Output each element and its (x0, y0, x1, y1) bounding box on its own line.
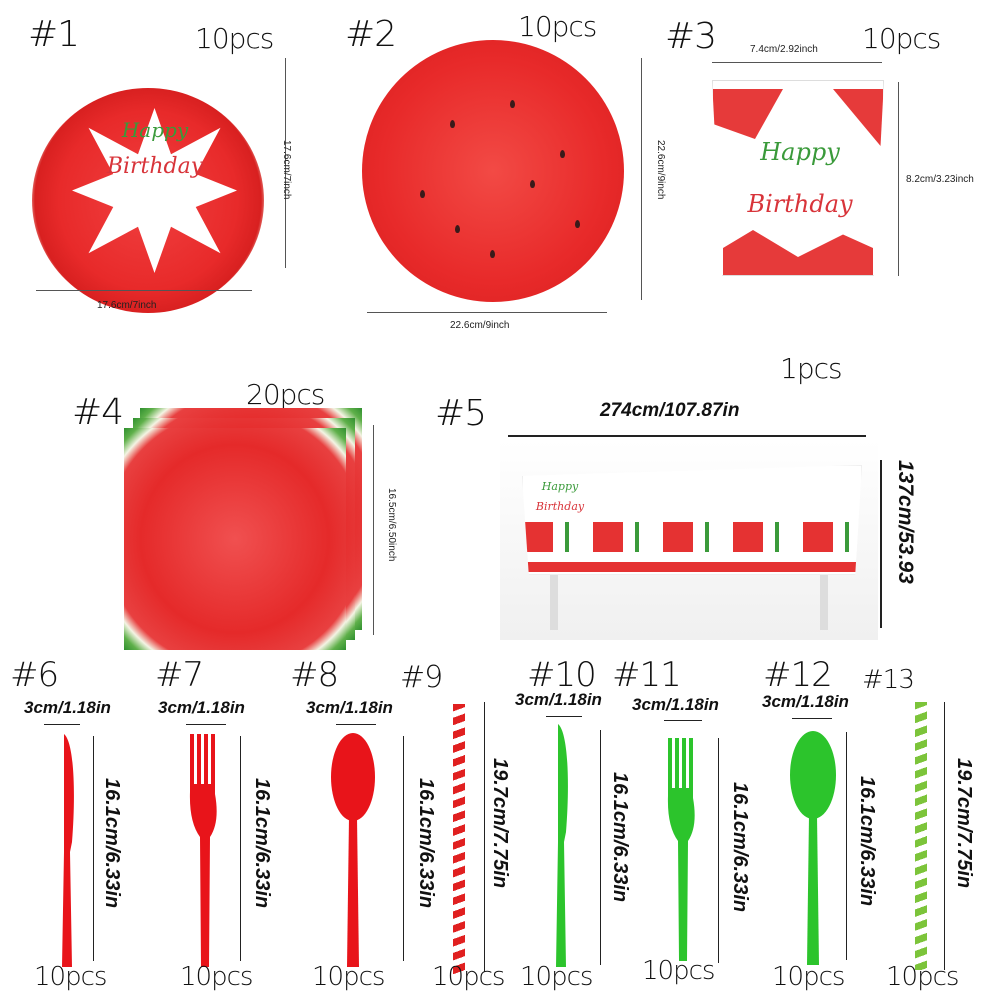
item-number: #12 (763, 655, 833, 695)
plate-print-birthday: Birthday (106, 154, 204, 179)
item-number: #3 (665, 16, 717, 57)
item-number: #7 (155, 655, 204, 695)
quantity-label: 20pcs (246, 378, 325, 411)
quantity-label: 10pcs (180, 962, 253, 992)
plate-star-print (72, 108, 237, 273)
quantity-label: 10pcs (34, 962, 107, 992)
quantity-label: 10pcs (195, 22, 274, 55)
dimension-label: 22.6cm/9inch (450, 320, 510, 331)
item-number: #9 (400, 660, 443, 695)
quantity-label: 1pcs (780, 352, 843, 385)
quantity-label: 10pcs (312, 962, 385, 992)
paper-cup (712, 80, 884, 276)
quantity-label: 10pcs (642, 956, 715, 986)
dimension-label: 274cm/107.87in (600, 400, 740, 421)
dimension-label: 16.5cm/6.50inch (386, 488, 397, 562)
tablecloth-print-birthday: Birthday (535, 500, 585, 513)
quantity-label: 10pcs (518, 10, 597, 43)
green-spoon (790, 731, 836, 965)
cup-print-birthday: Birthday (747, 190, 853, 218)
green-knife (556, 724, 568, 967)
red-fork (189, 734, 217, 967)
cup-print-happy: Happy (760, 138, 840, 166)
item-number: #4 (72, 392, 124, 433)
dimension-label: 17.6cm/7inch (281, 140, 292, 200)
dimension-label: 3cm/1.18in (762, 692, 849, 711)
dimension-label: 137cm/53.93 (894, 460, 917, 584)
item-number: #1 (28, 14, 80, 55)
item-number: #6 (10, 655, 59, 695)
plate-print-happy: Happy (121, 118, 189, 142)
quantity-label: 10pcs (432, 962, 505, 992)
napkin (124, 428, 346, 650)
dimension-label: 7.4cm/2.92inch (750, 44, 818, 55)
green-fork (667, 738, 695, 961)
quantity-label: 10pcs (520, 962, 593, 992)
dimension-label: 19.7cm/7.75in (953, 758, 975, 889)
dimension-label: 17.6cm/7inch (97, 300, 157, 311)
quantity-label: 10pcs (862, 22, 941, 55)
large-plate (362, 40, 624, 302)
dimension-label: 3cm/1.18in (632, 695, 719, 714)
green-striped-straw (915, 702, 927, 970)
dimension-label: 3cm/1.18in (515, 690, 602, 709)
tablecloth-photo: Happy Birthday (500, 440, 878, 640)
item-number: #11 (612, 655, 682, 695)
dimension-label: 22.6cm/9inch (655, 140, 666, 200)
dimension-label: 16.1cm/6.33in (251, 778, 273, 909)
quantity-label: 10pcs (886, 962, 959, 992)
item-number: #5 (435, 393, 487, 434)
dimension-label: 3cm/1.18in (158, 698, 245, 717)
item-number: #2 (345, 14, 397, 55)
dimension-label: 8.2cm/3.23inch (906, 174, 974, 185)
dimension-label: 16.1cm/6.33in (729, 782, 751, 913)
dimension-label: 3cm/1.18in (24, 698, 111, 717)
item-number: #13 (862, 665, 915, 695)
red-spoon (331, 733, 375, 967)
red-striped-straw (453, 704, 465, 974)
item-number: #10 (527, 655, 597, 695)
tablecloth-print-happy: Happy (541, 480, 579, 493)
red-knife (62, 734, 74, 967)
dimension-label: 16.1cm/6.33in (415, 778, 437, 909)
dimension-label: 16.1cm/6.33in (101, 778, 123, 909)
dimension-label: 19.7cm/7.75in (489, 758, 511, 889)
item-number: #8 (290, 655, 339, 695)
dimension-label: 16.1cm/6.33in (609, 772, 631, 903)
dimension-label: 16.1cm/6.33in (856, 776, 878, 907)
quantity-label: 10pcs (772, 962, 845, 992)
dimension-label: 3cm/1.18in (306, 698, 393, 717)
